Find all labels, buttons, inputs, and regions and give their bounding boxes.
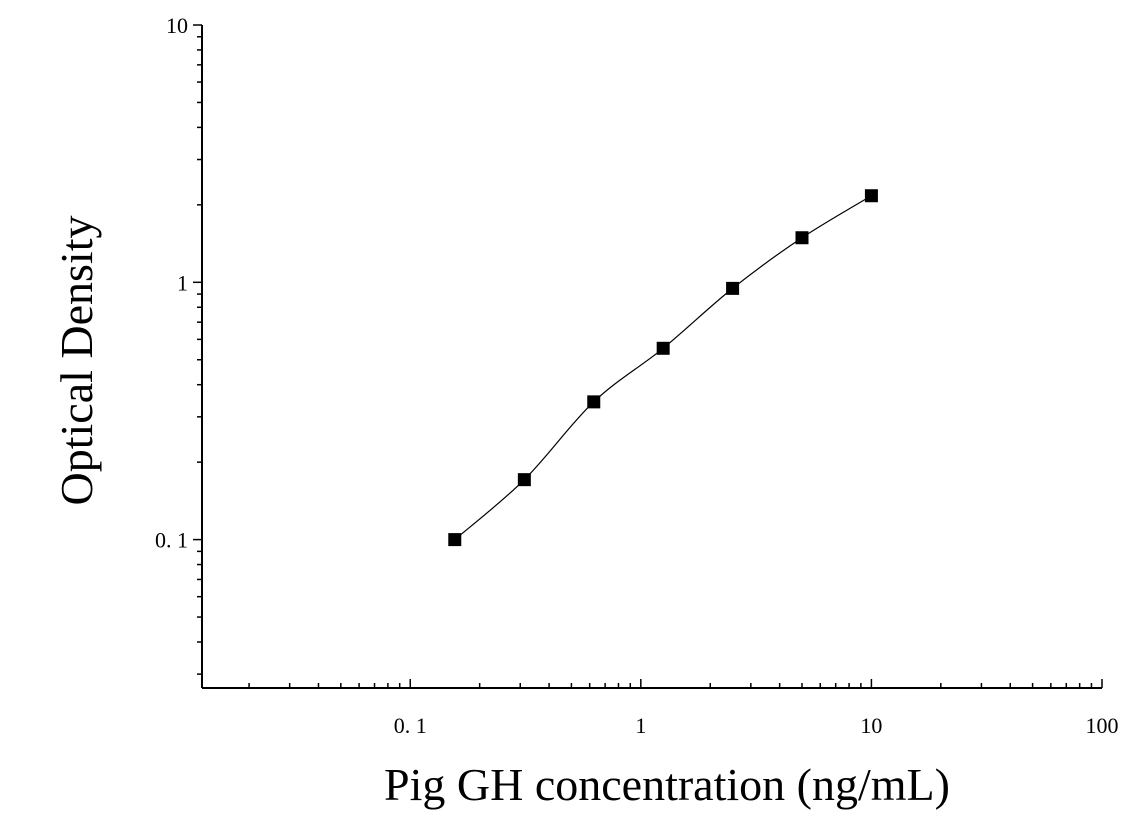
x-tick-label: 0. 1	[394, 713, 427, 738]
data-point	[517, 473, 531, 487]
data-point	[448, 533, 462, 547]
x-axis-title: Pig GH concentration (ng/mL)	[384, 759, 950, 810]
axes	[201, 25, 1102, 689]
y-tick-label: 10	[166, 13, 188, 38]
data-point	[726, 281, 740, 295]
y-tick-label: 0. 1	[155, 528, 188, 553]
data-point	[587, 395, 601, 409]
x-tick-label: 10	[860, 713, 882, 738]
y-axis-title: Optical Density	[51, 216, 102, 506]
data-point	[795, 231, 809, 245]
x-tick-label: 100	[1086, 713, 1119, 738]
data-points	[448, 189, 878, 547]
y-tick-labels: 0. 1 1 10	[155, 13, 188, 553]
y-tick-label: 1	[177, 270, 188, 295]
data-point	[656, 341, 670, 355]
x-tick-label: 1	[635, 713, 646, 738]
fit-curve	[454, 195, 872, 541]
y-ticks	[193, 24, 202, 675]
x-ticks	[248, 679, 1103, 688]
x-tick-labels: 0. 1 1 10 100	[394, 713, 1119, 738]
data-point	[864, 189, 878, 203]
